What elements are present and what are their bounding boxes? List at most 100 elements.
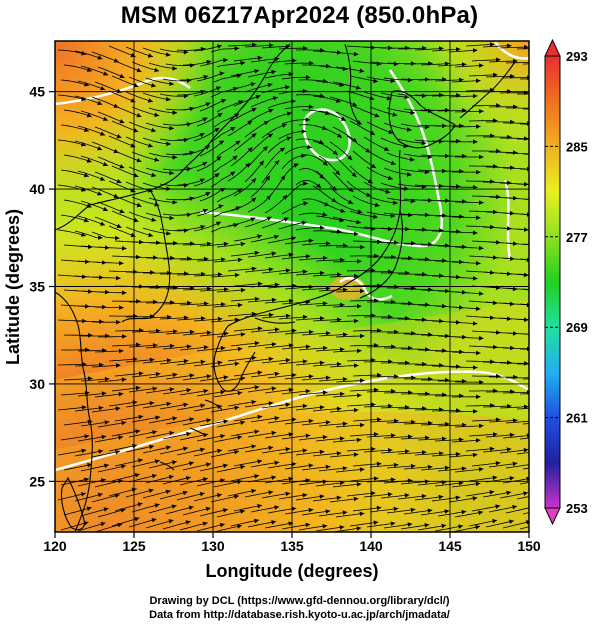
streamline-arrow — [217, 316, 223, 322]
streamline-arrow — [183, 358, 189, 364]
streamline — [298, 391, 328, 396]
streamline-arrow — [421, 140, 427, 146]
streamline-arrow — [353, 51, 359, 57]
streamline-arrow — [441, 303, 447, 309]
streamline — [58, 363, 87, 366]
streamline-arrow — [240, 332, 246, 337]
streamline-arrow — [509, 519, 514, 524]
streamline-arrow — [331, 197, 337, 203]
streamline — [499, 492, 529, 499]
streamline-arrow — [495, 417, 501, 423]
streamline-arrow — [122, 334, 127, 339]
streamline-arrow — [319, 449, 325, 455]
streamline-arrow — [168, 474, 174, 480]
streamline — [244, 160, 265, 183]
streamline-arrow — [202, 162, 208, 167]
streamline-arrow — [291, 283, 297, 289]
streamline — [145, 167, 175, 174]
streamline-arrow — [215, 221, 221, 226]
streamline — [298, 212, 328, 216]
streamline-arrow — [478, 245, 484, 251]
streamline-arrow — [115, 235, 120, 241]
streamline — [165, 151, 195, 155]
streamline — [519, 393, 529, 395]
streamline-arrow — [151, 172, 157, 178]
streamline-arrow — [305, 389, 311, 394]
streamline-arrow — [288, 387, 294, 393]
streamline-arrow — [459, 77, 464, 83]
streamline — [264, 112, 292, 124]
streamline — [244, 120, 269, 138]
streamline-arrow — [168, 519, 174, 524]
streamline-arrow — [267, 82, 273, 88]
streamline-arrow — [274, 505, 280, 510]
streamline-arrow — [322, 301, 328, 306]
streamline-arrow — [135, 342, 141, 348]
streamline — [267, 507, 297, 514]
streamline-arrow — [285, 85, 290, 90]
streamline-arrow — [530, 419, 535, 424]
streamline — [233, 415, 263, 422]
streamline-arrow — [356, 219, 361, 225]
streamline-arrow — [223, 375, 229, 380]
streamline-arrow — [285, 358, 291, 363]
streamline-arrow — [339, 347, 345, 352]
streamline — [295, 495, 325, 501]
streamline — [91, 51, 119, 63]
streamline-arrow — [530, 462, 535, 467]
streamline-arrow — [303, 201, 309, 206]
streamline-arrow — [223, 57, 228, 63]
streamline — [516, 48, 529, 50]
streamline-arrow — [319, 405, 325, 410]
streamline — [315, 482, 345, 487]
y-tick-label: 30 — [29, 376, 45, 392]
streamline — [261, 492, 291, 499]
streamline — [74, 95, 103, 105]
streamline — [131, 61, 160, 72]
streamline — [349, 344, 379, 347]
streamline — [281, 479, 311, 485]
streamline-arrow — [257, 55, 263, 61]
streamline-arrow — [274, 234, 279, 240]
streamline-arrow — [325, 375, 331, 381]
streamline-arrow — [302, 403, 308, 409]
streamline — [420, 467, 450, 471]
streamline-arrow — [377, 372, 382, 378]
streamline-arrow — [238, 100, 244, 105]
lat-lon-grid — [55, 41, 529, 532]
streamline-arrow — [530, 288, 535, 293]
streamline-arrow — [325, 464, 331, 470]
streamline-arrow — [524, 44, 529, 50]
streamline-arrow — [205, 192, 211, 197]
streamline — [176, 492, 205, 501]
streamline-arrow — [121, 420, 127, 426]
streamline-arrow — [285, 447, 291, 452]
streamline — [247, 71, 277, 78]
streamline — [415, 229, 444, 231]
streamline — [315, 215, 345, 222]
streamline-arrow — [155, 371, 161, 377]
streamline — [125, 445, 155, 453]
streamline-arrow — [288, 343, 294, 348]
streamline — [505, 287, 529, 291]
streamline-arrow — [305, 117, 310, 122]
streamline — [448, 497, 478, 503]
streamline-arrow — [286, 136, 292, 141]
streamline-arrow — [234, 405, 240, 411]
streamline — [63, 377, 93, 381]
streamline — [63, 109, 92, 118]
streamline-arrow — [133, 217, 139, 223]
streamline-arrow — [251, 266, 257, 271]
coastlines — [55, 43, 516, 532]
streamline — [233, 371, 263, 377]
streamline-arrow — [97, 191, 103, 196]
streamline-arrow — [302, 88, 308, 94]
streamline-arrow — [268, 401, 274, 406]
streamline — [233, 460, 263, 467]
streamline — [74, 140, 103, 151]
streamline-arrow — [319, 225, 325, 230]
streamline — [519, 213, 529, 216]
streamline-arrow — [245, 162, 250, 168]
streamline-arrow — [251, 399, 257, 405]
